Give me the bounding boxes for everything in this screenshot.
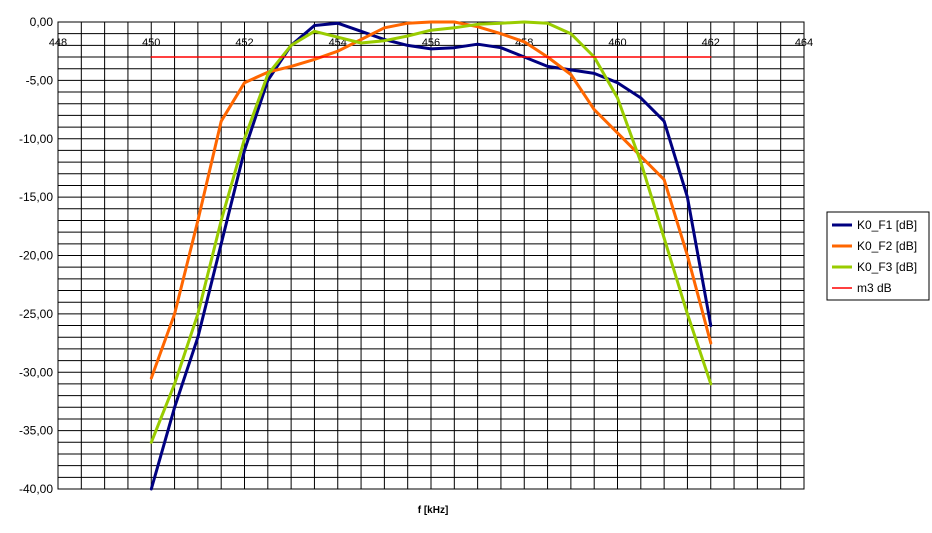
x-tick-label: 452 xyxy=(235,37,253,49)
legend-box xyxy=(826,211,930,301)
x-tick-label: 450 xyxy=(142,37,160,49)
series-group xyxy=(149,20,713,491)
x-axis-label: f [kHz] xyxy=(418,505,449,516)
y-tick-label: -5,00 xyxy=(26,73,54,87)
series-line-1 xyxy=(149,21,713,491)
legend-label-3: K0_F3 [dB] xyxy=(857,260,917,274)
x-tick-label: 464 xyxy=(795,37,813,49)
x-tick-label: 454 xyxy=(329,37,347,49)
y-axis-ticks: 0,00 -5,00 -10,00 -15,00 -20,00 -25,00 -30,00 -… xyxy=(19,15,53,496)
x-axis-ticks: 448 450 452 454 456 458 460 462 464 xyxy=(49,37,813,49)
y-tick-label: -15,00 xyxy=(19,190,53,204)
legend-label-2: K0_F2 [dB] xyxy=(857,239,917,253)
x-tick-label: 448 xyxy=(49,37,67,49)
x-tick-label: 462 xyxy=(702,37,720,49)
x-tick-label: 456 xyxy=(422,37,440,49)
y-tick-label: -20,00 xyxy=(19,249,53,263)
y-tick-label: 0,00 xyxy=(30,15,54,29)
legend: K0_F1 [dB] K0_F2 [dB] K0_F3 [dB] m3 dB xyxy=(826,211,930,301)
legend-label-1: K0_F1 [dB] xyxy=(857,218,917,232)
series-line-3 xyxy=(149,20,713,444)
y-tick-label: -10,00 xyxy=(19,132,53,146)
y-tick-label: -40,00 xyxy=(19,482,53,496)
series-line-2 xyxy=(149,20,713,380)
y-tick-label: -25,00 xyxy=(19,307,53,321)
y-tick-label: -30,00 xyxy=(19,365,53,379)
y-tick-label: -35,00 xyxy=(19,424,53,438)
legend-label-4: m3 dB xyxy=(857,281,892,295)
x-tick-label: 460 xyxy=(608,37,626,49)
